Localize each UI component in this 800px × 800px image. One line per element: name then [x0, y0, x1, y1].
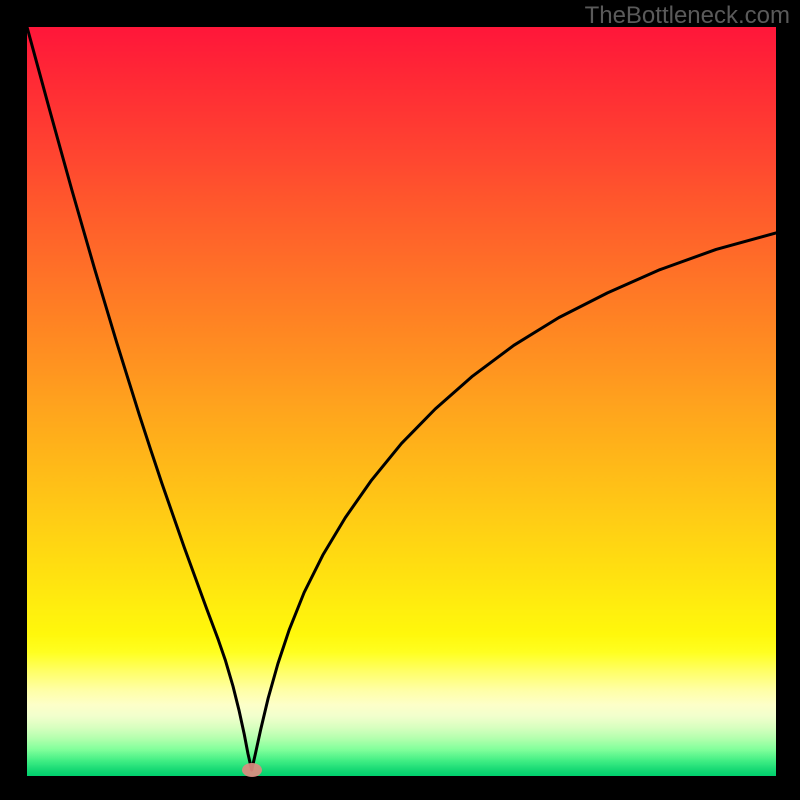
- dip-marker-ellipse: [242, 763, 262, 777]
- chart-stage: TheBottleneck.com: [0, 0, 800, 800]
- watermark-text: TheBottleneck.com: [585, 2, 790, 30]
- gradient-plot-area: [27, 27, 776, 776]
- dip-marker: [240, 761, 264, 779]
